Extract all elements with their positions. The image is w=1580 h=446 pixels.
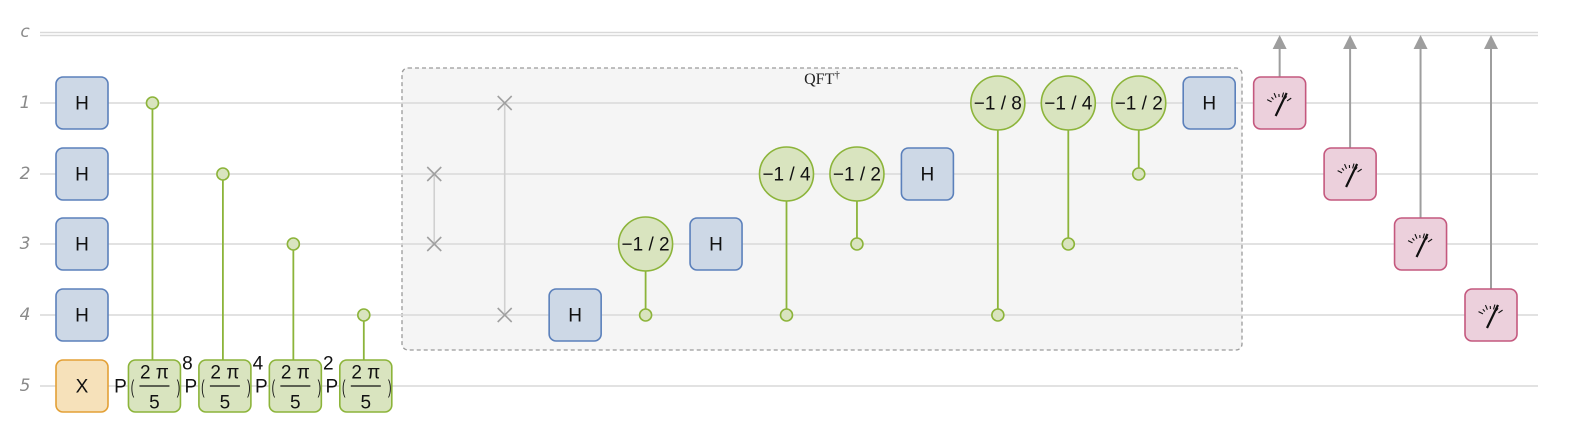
wire-label-5: 5 [20,376,31,396]
phase-numerator: 2 π [140,363,169,384]
meter-ticks [1478,304,1503,315]
x-gate [55,359,109,413]
h-gate [55,217,109,271]
meter-icon [1407,233,1433,258]
swap-cross-icon [497,307,513,323]
phase-power: 2 [323,354,334,375]
h-gate [689,217,743,271]
h-gate [900,147,955,201]
phase-power: 4 [253,354,264,375]
phase-power: 8 [182,354,193,375]
phase-label: −1 / 8 [974,94,1022,115]
swap-cross-icon [426,236,442,252]
wire-label-4: 4 [20,305,31,325]
phase-denominator: 5 [149,393,160,414]
paren-right: ) [247,377,250,398]
phase-label: −1 / 2 [622,235,670,256]
h-gate [548,288,602,342]
qft-dagger-title: QFT† [804,69,840,88]
measurement-gate [1393,217,1448,271]
meter-icon [1266,92,1292,117]
measurement-gate [1323,147,1377,201]
phase-denominator: 5 [220,393,231,414]
meter-needle [1274,92,1288,117]
x-gate-label: X [76,377,89,398]
phase-gate-prefix: P [185,377,198,398]
swap-cross-icon [426,166,442,182]
meter-ticks [1407,233,1433,244]
arrow-up-icon [1272,35,1287,49]
phase-gate-prefix: P [255,377,268,398]
control-dot [779,308,794,322]
h-gate [55,76,109,130]
control-dot [850,237,864,251]
phase-label: −1 / 2 [833,165,881,186]
h-gate-label: H [75,165,89,186]
controlled-phase-gate [617,216,674,272]
wire-label-3: 3 [20,234,31,254]
h-gate [55,147,109,201]
meter-needle [1415,233,1429,258]
controlled-phase-gate [758,146,815,202]
meter-needle [1345,163,1359,188]
h-gate [55,288,109,342]
paren-right: ) [388,377,391,398]
control-dot [638,308,653,322]
h-gate-label: H [75,306,89,327]
phase-numerator: 2 π [351,363,380,384]
arrow-up-icon [1484,35,1498,49]
meter-needle [1486,304,1499,329]
control-dot [216,167,230,181]
h-gate-label: H [568,306,582,327]
phase-label: −1 / 2 [1115,94,1163,115]
paren-right: ) [318,377,321,398]
phase-denominator: 5 [290,393,301,414]
block-title-dagger: † [834,69,840,81]
arrow-up-icon [1413,35,1428,49]
wire-label-c: c [20,22,30,42]
h-gate [1182,76,1236,130]
meter-ticks [1266,92,1292,103]
arrow-up-icon [1343,35,1358,49]
wire-label-1: 1 [20,93,31,113]
control-dot [1131,167,1146,181]
h-gate-label: H [921,165,935,186]
meter-icon [1337,163,1362,188]
measurement-gate [1252,76,1307,130]
controlled-phase-gate [970,75,1026,131]
block-title-text: QFT [804,71,834,88]
control-dot [356,308,371,322]
phase-label: −1 / 4 [1044,94,1092,115]
h-gate-label: H [75,94,89,115]
paren-left: ( [272,377,276,398]
control-dot [1061,237,1076,251]
phase-denominator: 5 [361,393,372,414]
controlled-phase-gate [829,146,885,202]
meter-ticks [1337,163,1362,174]
meter-icon [1478,304,1503,329]
phase-numerator: 2 π [210,363,239,384]
controlled-phase-gate [1040,75,1097,131]
paren-left: ( [201,377,205,398]
control-dot [145,96,160,110]
control-dot [991,308,1005,322]
paren-left: ( [342,377,346,398]
control-dot [286,237,301,251]
h-gate-label: H [75,235,89,256]
paren-right: ) [177,377,180,398]
measurement-gate [1464,288,1518,342]
phase-gate-prefix: P [114,377,127,398]
phase-numerator: 2 π [281,363,310,384]
h-gate-label: H [1202,94,1216,115]
controlled-phase-gate [1110,75,1167,131]
phase-label: −1 / 4 [762,165,810,186]
swap-cross-icon [497,95,513,111]
paren-left: ( [131,377,135,398]
phase-gate-prefix: P [325,377,338,398]
wire-label-2: 2 [20,164,31,184]
h-gate-label: H [709,235,723,256]
qft-dagger-block [401,67,1243,351]
